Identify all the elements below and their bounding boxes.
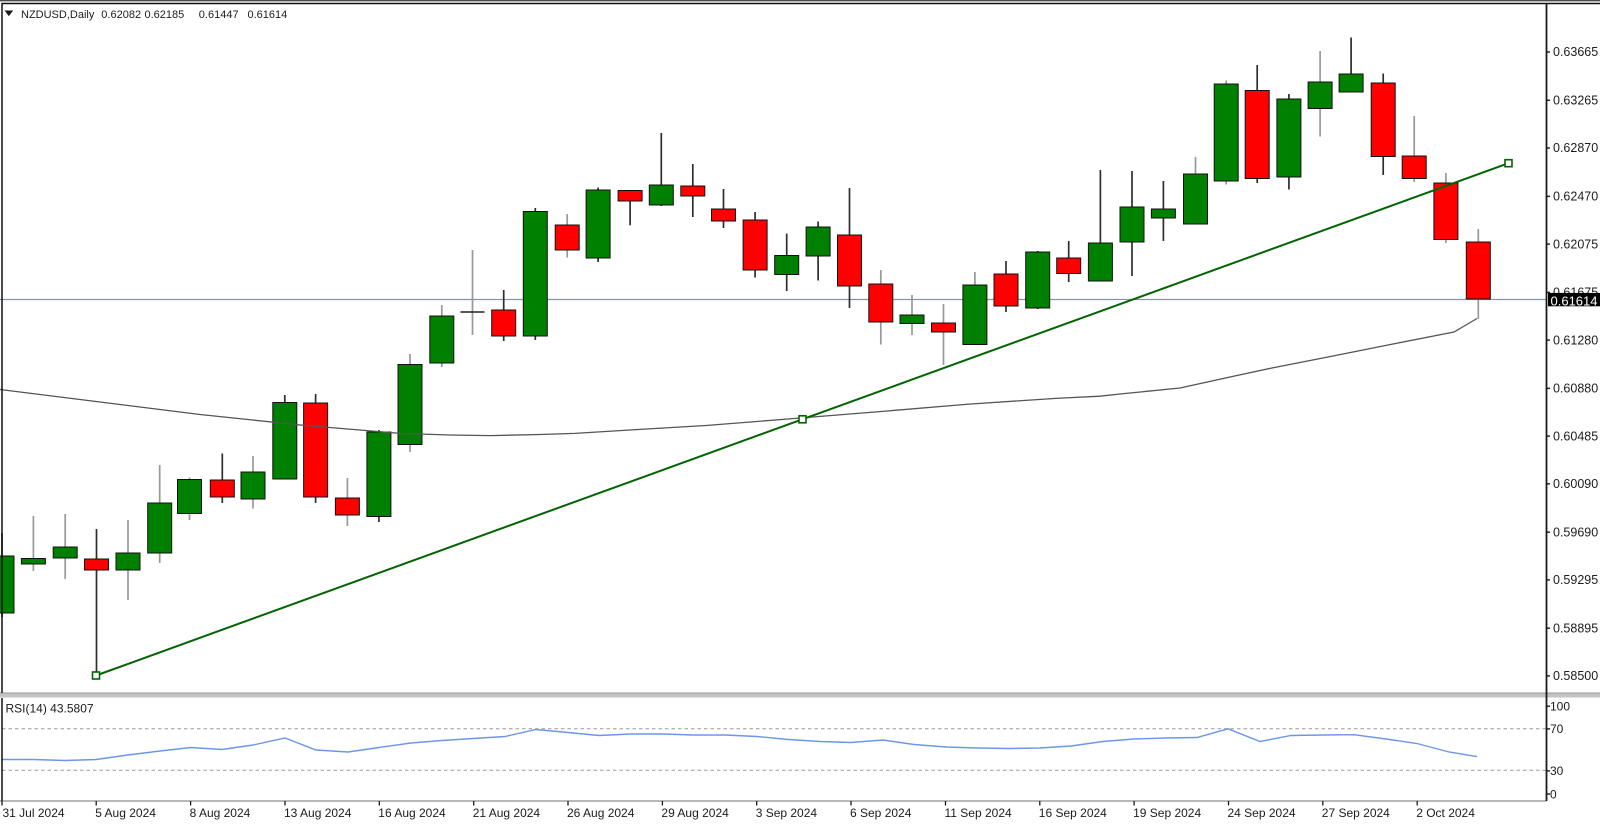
svg-text:16 Sep 2024: 16 Sep 2024 bbox=[1039, 806, 1107, 820]
svg-text:0.62075: 0.62075 bbox=[1553, 237, 1598, 251]
svg-text:NZDUSD,Daily: NZDUSD,Daily bbox=[21, 9, 95, 21]
svg-text:30: 30 bbox=[1550, 764, 1564, 778]
svg-text:0.60880: 0.60880 bbox=[1553, 382, 1598, 396]
svg-text:70: 70 bbox=[1550, 722, 1564, 736]
svg-text:0.60485: 0.60485 bbox=[1553, 429, 1598, 443]
svg-text:0.61447: 0.61447 bbox=[199, 9, 239, 21]
svg-text:0.63665: 0.63665 bbox=[1553, 45, 1598, 59]
svg-text:11 Sep 2024: 11 Sep 2024 bbox=[945, 806, 1012, 820]
svg-text:26 Aug 2024: 26 Aug 2024 bbox=[567, 806, 635, 820]
svg-text:0.62870: 0.62870 bbox=[1553, 141, 1598, 155]
svg-text:8 Aug 2024: 8 Aug 2024 bbox=[190, 806, 251, 820]
svg-text:6 Sep 2024: 6 Sep 2024 bbox=[850, 806, 912, 820]
svg-text:0.61614: 0.61614 bbox=[1551, 293, 1598, 308]
svg-text:RSI(14) 43.5807: RSI(14) 43.5807 bbox=[6, 702, 94, 716]
svg-text:0.62185: 0.62185 bbox=[145, 9, 185, 21]
svg-text:5 Aug 2024: 5 Aug 2024 bbox=[95, 806, 156, 820]
svg-text:29 Aug 2024: 29 Aug 2024 bbox=[661, 806, 729, 820]
svg-text:0.61280: 0.61280 bbox=[1553, 333, 1598, 347]
svg-text:0.61614: 0.61614 bbox=[248, 9, 288, 21]
svg-text:0.58500: 0.58500 bbox=[1553, 669, 1598, 683]
svg-text:0.62082: 0.62082 bbox=[101, 9, 141, 21]
svg-text:0.62470: 0.62470 bbox=[1553, 190, 1598, 204]
svg-text:27 Sep 2024: 27 Sep 2024 bbox=[1322, 806, 1390, 820]
svg-text:24 Sep 2024: 24 Sep 2024 bbox=[1228, 806, 1296, 820]
svg-text:100: 100 bbox=[1550, 700, 1570, 714]
svg-text:21 Aug 2024: 21 Aug 2024 bbox=[473, 806, 541, 820]
svg-text:3 Sep 2024: 3 Sep 2024 bbox=[756, 806, 818, 820]
svg-text:31 Jul 2024: 31 Jul 2024 bbox=[3, 806, 65, 820]
svg-text:2 Oct 2024: 2 Oct 2024 bbox=[1416, 806, 1475, 820]
svg-text:0.59690: 0.59690 bbox=[1553, 525, 1598, 539]
svg-text:19 Sep 2024: 19 Sep 2024 bbox=[1133, 806, 1201, 820]
svg-text:0.59295: 0.59295 bbox=[1553, 573, 1598, 587]
svg-text:0.63265: 0.63265 bbox=[1553, 94, 1598, 108]
svg-text:0.60090: 0.60090 bbox=[1553, 477, 1598, 491]
svg-text:16 Aug 2024: 16 Aug 2024 bbox=[378, 806, 446, 820]
svg-text:0: 0 bbox=[1550, 787, 1557, 801]
svg-text:13 Aug 2024: 13 Aug 2024 bbox=[284, 806, 352, 820]
svg-text:0.58895: 0.58895 bbox=[1553, 621, 1598, 635]
